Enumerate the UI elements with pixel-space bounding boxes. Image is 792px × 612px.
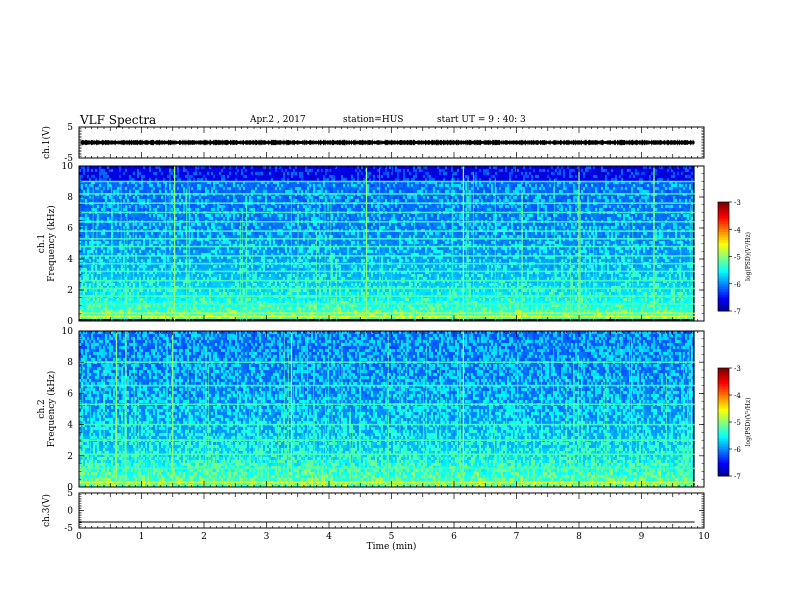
ch1-spectrogram-tone-line (79, 221, 695, 223)
x-tick-label: 8 (576, 532, 582, 542)
ch2-spectrogram-colorbar-tick-label: -6 (734, 446, 741, 454)
ch3-wave-ylabel: ch.3(V) (41, 494, 52, 527)
ch1-spectrogram-colorbar-tick-label: -7 (734, 308, 741, 316)
x-tick-label: 10 (698, 532, 710, 542)
ch3-wave-ytick-label: 5 (67, 489, 73, 499)
ch1-spectrogram-colorbar-tick-label: -5 (734, 254, 741, 262)
ch1-spectrogram-tone-line (79, 202, 695, 204)
ch3-wave-ytick-label: 0 (67, 507, 73, 517)
ch2-spectrogram-colorbar-tick-label: -4 (734, 392, 741, 400)
ch1-spectrogram-tone-line (79, 180, 695, 183)
ch2-spectrogram-ylabel: Frequency (kHz) (46, 371, 57, 448)
ch1-wave-ylabel: ch.1(V) (41, 126, 52, 159)
x-axis-label: Time (min) (367, 541, 417, 552)
ch1-spectrogram-ytick-label: 0 (67, 317, 73, 327)
ch2-spectrogram-colorbar-tick-label: -5 (734, 419, 741, 427)
ch1-spectrogram-tone-line (79, 255, 695, 257)
ch2-spectrogram-ytick-label: 8 (67, 358, 73, 368)
ch2-spectrogram-noise (79, 331, 693, 487)
ch2-spectrogram-ytick-label: 2 (67, 452, 73, 462)
ch1-spectrogram-tone-line (79, 262, 695, 265)
x-tick-label: 0 (76, 532, 82, 542)
ch2-spectrogram-colorbar-tick-label: -3 (734, 365, 741, 373)
ch1-spectrogram-colorbar-tick-label: -4 (734, 226, 741, 234)
ch1-spectrogram-tone-line (79, 238, 695, 240)
ch1-spectrogram-tone-line (79, 245, 695, 248)
x-tick-label: 3 (264, 532, 270, 542)
ch1-spectrogram-colorbar-tick-label: -6 (734, 281, 741, 289)
x-tick-label: 9 (639, 532, 645, 542)
ch1-wave-ytick-label: 5 (67, 123, 73, 133)
ch2-spectrogram-ytick-label: 4 (67, 421, 73, 431)
x-tick-label: 2 (201, 532, 207, 542)
ch1-spectrogram-ytick-label: 10 (62, 162, 74, 172)
ch2-spectrogram-colorbar-tick-label: -7 (734, 473, 741, 481)
ch1-spectrogram-tone-line (79, 230, 695, 232)
ch1-spectrogram-colorbar-label: log(PSD)(V²/Hz) (745, 232, 752, 281)
x-tick-label: 1 (139, 532, 145, 542)
ch2-spectrogram-ylabel: ch.2 (37, 399, 47, 418)
ch1-spectrogram-ylabel: ch.1 (37, 234, 47, 253)
x-tick-label: 4 (326, 532, 332, 542)
ch1-spectrogram-ytick-label: 6 (67, 224, 73, 234)
ch2-spectrogram-ytick-label: 10 (62, 327, 74, 337)
ch1-spectrogram-ytick-label: 8 (67, 193, 73, 203)
ch1-spectrogram-ytick-label: 4 (67, 255, 73, 265)
ch1-spectrogram-tone-line (79, 270, 695, 273)
ch1-waveform-trace (80, 139, 695, 146)
ch2-spectrogram-colorbar-label: log(PSD)(V²/Hz) (745, 398, 752, 447)
ch3-wave-ytick-label: -5 (64, 524, 73, 534)
ch1-spectrogram-ytick-label: 2 (67, 286, 73, 296)
ch1-spectrogram-colorbar-tick-label: -3 (734, 199, 741, 207)
x-tick-label: 7 (514, 532, 520, 542)
ch1-spectrogram-tone-line (79, 211, 695, 214)
x-tick-label: 5 (389, 532, 395, 542)
ch2-spectrogram-ytick-label: 6 (67, 389, 73, 399)
ch2-spectrogram-tone-line (79, 361, 695, 363)
ch1-spectrogram-ylabel: Frequency (kHz) (46, 205, 57, 282)
ch1-spectrogram-tone-line (79, 193, 695, 195)
x-tick-label: 6 (451, 532, 457, 542)
